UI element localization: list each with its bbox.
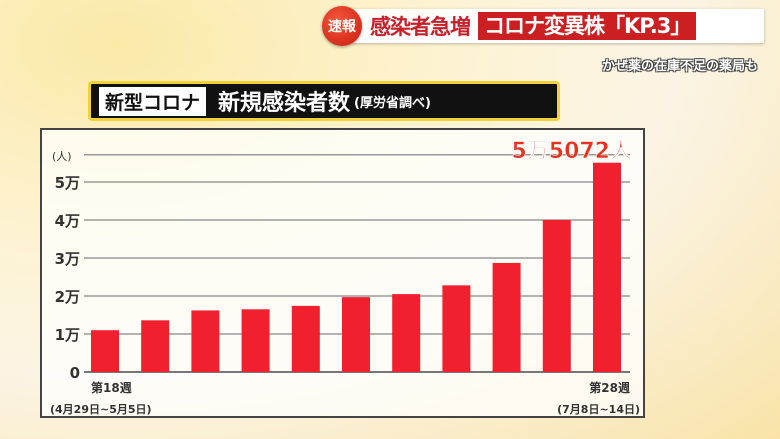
- headline-highlight: コロナ変異株「KP.3」: [478, 12, 697, 40]
- bar-第22週: [291, 305, 320, 372]
- y-tick-label: 5万: [55, 174, 80, 192]
- bar-第19週: [141, 320, 170, 372]
- breaking-news-badge: 速報: [322, 6, 362, 46]
- bar-第27週: [542, 220, 571, 372]
- last-week-label: 第28週: [589, 380, 630, 395]
- y-tick-label: 1万: [55, 326, 80, 344]
- y-tick-label: 4万: [55, 212, 80, 230]
- first-week-dates: (4月29日~5月5日): [50, 403, 152, 416]
- headline: 感染者急増: [370, 15, 471, 39]
- bar-第26週: [492, 262, 521, 372]
- bar-第25週: [442, 285, 471, 372]
- bar-第24週: [392, 294, 421, 372]
- chart-title-bar: 新型コロナ 新規感染者数 (厚労省調べ): [88, 81, 560, 121]
- y-tick-label: 0: [70, 364, 80, 382]
- headline-band: 感染者急増 コロナ変異株「KP.3」: [352, 9, 764, 43]
- bar-第21週: [241, 309, 270, 372]
- y-axis-unit: (人): [52, 150, 72, 163]
- bar-第28週: [593, 162, 621, 372]
- chart-source: (厚労省調べ): [354, 95, 431, 111]
- first-week-label: 第18週: [91, 380, 132, 395]
- y-tick-label: 3万: [55, 250, 80, 268]
- chart-title: 新規感染者数: [218, 91, 351, 116]
- bar-第23週: [342, 297, 370, 372]
- peak-annotation: 5万5072人: [511, 139, 632, 164]
- y-tick-label: 2万: [55, 288, 80, 306]
- bar-第20週: [191, 310, 220, 372]
- bar-第18週: [91, 330, 119, 372]
- title-tag: 新型コロナ: [99, 86, 207, 116]
- subheadline: かぜ薬の在庫不足の薬局も: [601, 59, 758, 74]
- last-week-dates: (7月8日~14日): [557, 403, 640, 416]
